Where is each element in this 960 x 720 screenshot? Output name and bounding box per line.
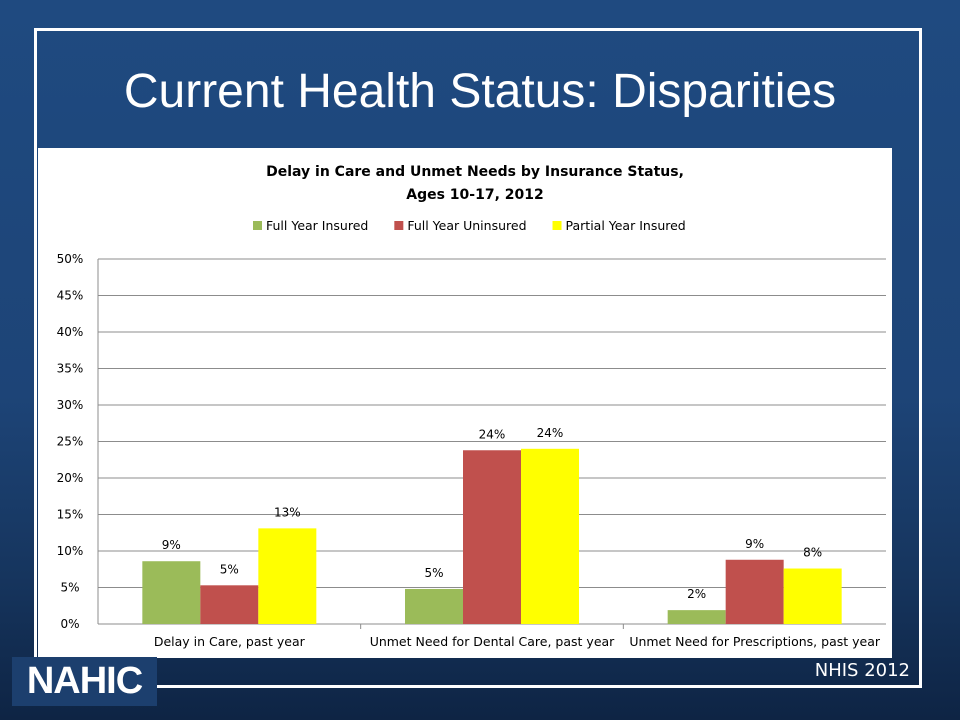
bar [725,559,784,624]
y-tick-label: 0% [60,617,79,631]
x-tick-label: Unmet Need for Prescriptions, past year [629,634,881,649]
slide-frame [34,28,922,688]
bar [463,450,521,624]
nahic-logo: NAHIC [12,657,157,706]
bar [783,568,842,624]
bar [667,610,726,624]
y-tick-label: 30% [57,398,84,412]
legend-label: Full Year Insured [266,218,368,233]
y-tick-label: 15% [57,508,84,522]
y-tick-label: 20% [57,471,84,485]
data-label: 24% [479,427,506,441]
legend-swatch [394,221,404,230]
data-label: 5% [424,566,443,580]
bar [142,561,201,624]
x-tick-label: Delay in Care, past year [154,634,306,649]
bars [142,448,842,624]
slide-title: Current Health Status: Disparities [123,65,837,118]
x-axis-ticks: Delay in Care, past year Unmet Need for D… [154,624,881,649]
data-label: 24% [537,426,564,440]
bar [521,448,579,624]
y-tick-label: 40% [57,325,84,339]
legend-swatch [552,221,562,230]
legend-swatch [253,221,262,230]
source-label: NHIS 2012 [814,660,910,681]
bar [258,528,317,624]
y-tick-label: 5% [60,581,79,595]
y-tick-label: 50% [57,252,84,266]
data-label: 9% [162,538,181,552]
logo-text: NAHIC [26,660,143,702]
data-label: 5% [220,562,239,576]
chart-subtitle: Ages 10-17, 2012 [406,187,544,203]
chart-panel: Delay in Care and Unmet Needs by Insuran… [38,148,892,658]
y-tick-label: 35% [57,362,84,376]
y-tick-label: 25% [57,435,84,449]
x-tick-label: Unmet Need for Dental Care, past year [370,634,615,649]
data-labels: 9% 5% 13% 5% 24% 24% 2% 9% 8% [162,426,822,601]
y-tick-label: 10% [57,544,84,558]
bar [200,585,259,624]
y-tick-label: 45% [57,289,84,303]
chart-title: Delay in Care and Unmet Needs by Insuran… [266,164,684,180]
data-label: 9% [745,537,764,551]
chart-legend: Full Year Insured Full Year Uninsured Part… [253,218,686,233]
data-label: 2% [687,587,706,601]
legend-label: Full Year Uninsured [407,218,526,233]
bar [405,588,463,624]
y-axis-ticks: 0% 5% 10% 15% 20% 25% 30% 35% 40% 45% 50% [57,252,84,631]
data-label: 13% [274,505,301,519]
bar-chart: Delay in Care and Unmet Needs by Insuran… [57,164,886,649]
data-label: 8% [803,546,822,560]
legend-label: Partial Year Insured [566,218,686,233]
